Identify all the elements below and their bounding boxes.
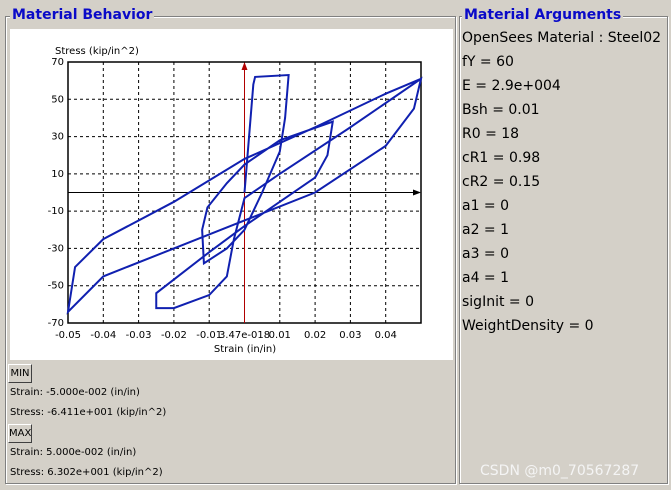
chart: Stress (kip/in^2) Strain (in/in) 70 50 30 1…: [10, 29, 453, 360]
argument: OpenSees Material : Steel02: [462, 30, 662, 46]
x-tick-label: 0.03: [339, 330, 361, 341]
left-group: [5, 16, 456, 484]
x-tick-label: -0.02: [161, 330, 187, 341]
argument: Bsh = 0.01: [462, 102, 540, 118]
argument: fY = 60: [462, 54, 514, 70]
x-tick-label: -0.03: [126, 330, 152, 341]
watermark: CSDN @m0_70567287: [480, 463, 640, 479]
y-tick-label: -50: [48, 281, 64, 292]
arrow-head: [241, 62, 248, 70]
argument: cR2 = 0.15: [462, 174, 541, 190]
min-button[interactable]: MIN: [8, 364, 32, 383]
argument: a3 = 0: [462, 246, 510, 262]
y-tick-label: -10: [48, 206, 64, 217]
argument: a1 = 0: [462, 198, 510, 214]
y-tick-label: 50: [51, 94, 64, 105]
plot-background: [10, 29, 453, 360]
x-tick-label: 0.02: [304, 330, 326, 341]
y-tick-label: -30: [48, 243, 64, 254]
y-tick-label: -70: [48, 318, 64, 329]
min-strain: Strain: -5.000e-002 (in/in): [10, 387, 140, 398]
min-stress: Stress: -6.411e+001 (kip/in^2): [10, 407, 167, 418]
y-tick-label: 30: [51, 132, 64, 143]
y-tick-label: 70: [51, 57, 64, 68]
panel-title: Material Arguments: [462, 7, 624, 23]
x-tick-label: -0.04: [90, 330, 116, 341]
x-axis-label: Strain (in/in): [214, 344, 276, 355]
argument: WeightDensity = 0: [462, 318, 594, 334]
hysteresis-curve: [66, 73, 423, 315]
panel-title: Material Behavior: [10, 7, 155, 23]
x-tick-label: -0.05: [55, 330, 81, 341]
max-button[interactable]: MAX: [8, 424, 32, 443]
argument: cR1 = 0.98: [462, 150, 541, 166]
argument: a2 = 1: [462, 222, 510, 238]
y-tick-label: 10: [51, 169, 64, 180]
arrow-head: [413, 189, 421, 196]
argument: E = 2.9e+004: [462, 78, 561, 94]
x-tick-label: 0.04: [375, 330, 397, 341]
argument: sigInit = 0: [462, 294, 534, 310]
argument: a4 = 1: [462, 270, 510, 286]
max-strain: Strain: 5.000e-002 (in/in): [10, 447, 137, 458]
y-axis-label: Stress (kip/in^2): [55, 46, 139, 57]
x-tick-label: -0.01: [196, 330, 222, 341]
argument: R0 = 18: [462, 126, 520, 142]
x-tick-label: 3.47e-018: [219, 330, 270, 341]
x-tick-label: 0.01: [269, 330, 291, 341]
max-stress: Stress: 6.302e+001 (kip/in^2): [10, 467, 163, 478]
